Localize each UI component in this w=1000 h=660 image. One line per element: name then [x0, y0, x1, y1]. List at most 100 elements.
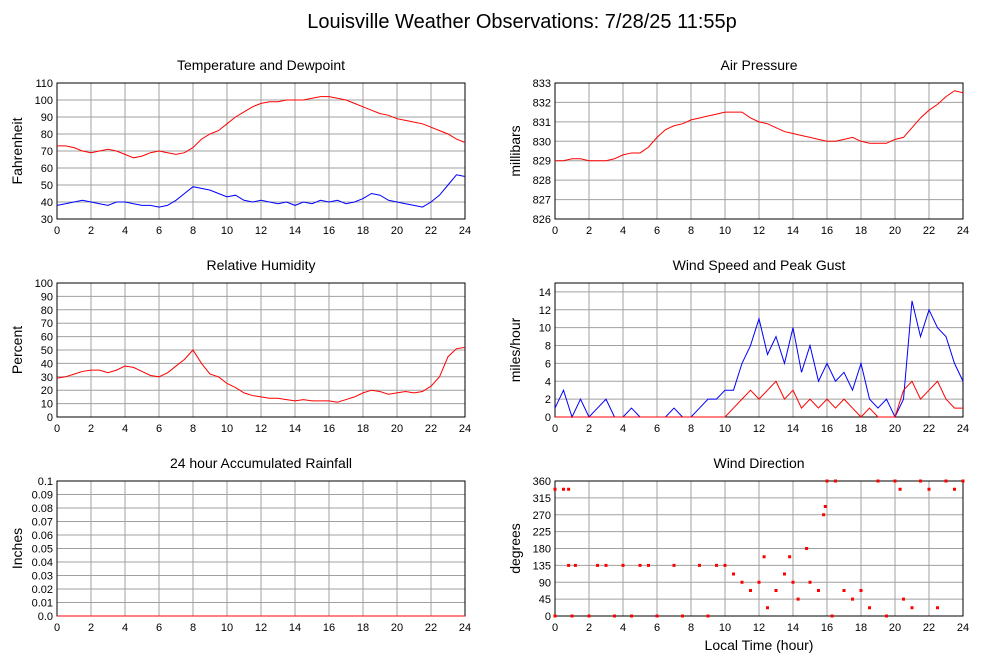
- y-axis-label: Percent: [9, 326, 25, 374]
- data-point: [808, 580, 812, 584]
- x-tick-label: 8: [688, 423, 694, 435]
- data-point: [573, 563, 577, 567]
- x-tick-label: 18: [357, 423, 369, 435]
- y-tick-label: 827: [533, 195, 551, 207]
- y-axis-label: Fahrenheit: [9, 117, 25, 184]
- x-tick-label: 0: [54, 622, 60, 634]
- data-line: [555, 380, 963, 418]
- x-tick-label: 18: [855, 225, 867, 237]
- x-tick-label: 6: [156, 622, 162, 634]
- y-tick-label: 270: [533, 510, 551, 522]
- x-tick-label: 14: [289, 225, 301, 237]
- x-tick-label: 16: [821, 622, 833, 634]
- panel-title: Wind Direction: [713, 455, 804, 471]
- data-point: [757, 580, 761, 584]
- data-point: [604, 563, 608, 567]
- y-tick-label: 100: [35, 95, 53, 107]
- data-point: [823, 505, 827, 508]
- data-point: [822, 513, 826, 517]
- x-tick-label: 0: [552, 225, 558, 237]
- x-tick-label: 12: [753, 622, 765, 634]
- y-tick-label: 40: [41, 197, 53, 209]
- y-tick-label: 0.1: [38, 476, 53, 488]
- x-tick-label: 22: [923, 423, 935, 435]
- x-tick-label: 12: [255, 225, 267, 237]
- x-tick-label: 22: [923, 622, 935, 634]
- y-tick-label: 110: [35, 78, 53, 90]
- y-axis-label: millibars: [507, 125, 523, 176]
- x-tick-label: 8: [190, 622, 196, 634]
- y-tick-label: 60: [41, 332, 53, 344]
- data-point: [681, 614, 684, 618]
- y-tick-label: 90: [41, 291, 53, 303]
- y-tick-label: 180: [533, 544, 551, 556]
- data-point: [796, 597, 800, 601]
- y-tick-label: 833: [533, 78, 551, 90]
- y-tick-label: 40: [41, 358, 53, 370]
- data-point: [766, 606, 769, 610]
- y-tick-label: 80: [41, 305, 53, 317]
- y-tick-label: 0.09: [32, 490, 53, 502]
- y-tick-label: 832: [533, 97, 551, 109]
- data-point: [893, 479, 897, 483]
- data-point: [902, 597, 905, 601]
- data-point: [562, 487, 565, 491]
- x-tick-label: 4: [620, 622, 626, 634]
- y-tick-label: 30: [41, 214, 53, 226]
- y-tick-label: 45: [539, 594, 551, 606]
- panel-title: Temperature and Dewpoint: [177, 57, 345, 73]
- data-point: [805, 547, 809, 550]
- data-point: [732, 572, 735, 576]
- data-point: [876, 479, 880, 483]
- y-tick-label: 829: [533, 156, 551, 168]
- x-tick-label: 24: [459, 622, 471, 634]
- x-tick-label: 16: [323, 423, 335, 435]
- x-tick-label: 2: [88, 225, 94, 237]
- x-tick-label: 14: [787, 423, 799, 435]
- y-tick-label: 8: [545, 341, 551, 353]
- x-tick-label: 18: [855, 622, 867, 634]
- y-tick-label: 135: [533, 560, 551, 572]
- x-axis-label: Local Time (hour): [705, 637, 814, 653]
- x-tick-label: 2: [586, 622, 592, 634]
- y-tick-label: 831: [533, 117, 551, 129]
- y-tick-label: 0.05: [32, 544, 53, 556]
- y-tick-label: 0.04: [32, 557, 53, 569]
- plot-frame: [554, 480, 964, 617]
- data-point: [553, 614, 557, 618]
- data-point: [936, 606, 939, 610]
- x-tick-label: 10: [719, 423, 731, 435]
- y-tick-label: 2: [545, 394, 551, 406]
- x-tick-label: 16: [323, 622, 335, 634]
- y-tick-label: 70: [41, 146, 53, 158]
- panel-title: Relative Humidity: [207, 257, 316, 273]
- data-point: [596, 563, 599, 567]
- x-tick-label: 6: [654, 225, 660, 237]
- y-tick-label: 360: [533, 476, 551, 488]
- x-tick-label: 4: [122, 622, 128, 634]
- data-point: [706, 614, 710, 618]
- x-tick-label: 22: [425, 225, 437, 237]
- data-point: [783, 572, 786, 576]
- x-tick-label: 20: [889, 622, 901, 634]
- data-point: [834, 479, 837, 483]
- data-point: [953, 487, 956, 491]
- x-tick-label: 22: [425, 622, 437, 634]
- y-tick-label: 50: [41, 180, 53, 192]
- x-tick-label: 18: [855, 423, 867, 435]
- x-tick-label: 20: [391, 423, 403, 435]
- y-tick-label: 80: [41, 129, 53, 141]
- x-tick-label: 12: [255, 622, 267, 634]
- x-tick-label: 20: [889, 423, 901, 435]
- y-tick-label: 0.0: [38, 611, 53, 623]
- x-tick-label: 22: [425, 423, 437, 435]
- y-tick-label: 20: [41, 385, 53, 397]
- y-tick-label: 0.07: [32, 517, 53, 529]
- x-tick-label: 4: [620, 423, 626, 435]
- y-tick-label: 315: [533, 493, 551, 505]
- y-tick-label: 826: [533, 214, 551, 226]
- y-axis-label: degrees: [507, 523, 523, 574]
- y-tick-label: 0.08: [32, 503, 53, 515]
- x-tick-label: 10: [719, 225, 731, 237]
